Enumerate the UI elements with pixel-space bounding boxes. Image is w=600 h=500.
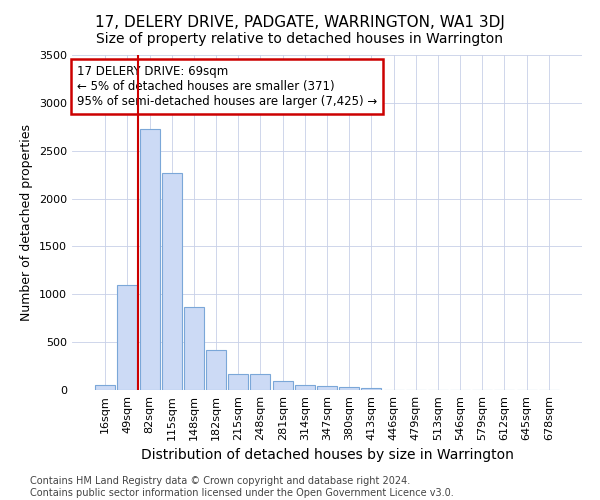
Bar xyxy=(118,284,137,390)
X-axis label: Distribution of detached houses by size in Warrington: Distribution of detached houses by size … xyxy=(140,448,514,462)
Bar xyxy=(140,128,160,390)
Bar xyxy=(162,172,182,390)
Text: 17, DELERY DRIVE, PADGATE, WARRINGTON, WA1 3DJ: 17, DELERY DRIVE, PADGATE, WARRINGTON, W… xyxy=(95,15,505,30)
Bar xyxy=(295,384,315,390)
Bar xyxy=(95,385,115,390)
Bar xyxy=(184,306,204,390)
Bar xyxy=(228,374,248,390)
Y-axis label: Number of detached properties: Number of detached properties xyxy=(20,124,34,321)
Text: 17 DELERY DRIVE: 69sqm
← 5% of detached houses are smaller (371)
95% of semi-det: 17 DELERY DRIVE: 69sqm ← 5% of detached … xyxy=(77,65,377,108)
Text: Size of property relative to detached houses in Warrington: Size of property relative to detached ho… xyxy=(97,32,503,46)
Bar xyxy=(250,374,271,390)
Bar xyxy=(339,387,359,390)
Bar xyxy=(206,350,226,390)
Text: Contains HM Land Registry data © Crown copyright and database right 2024.
Contai: Contains HM Land Registry data © Crown c… xyxy=(30,476,454,498)
Bar xyxy=(317,386,337,390)
Bar xyxy=(272,381,293,390)
Bar xyxy=(361,388,382,390)
